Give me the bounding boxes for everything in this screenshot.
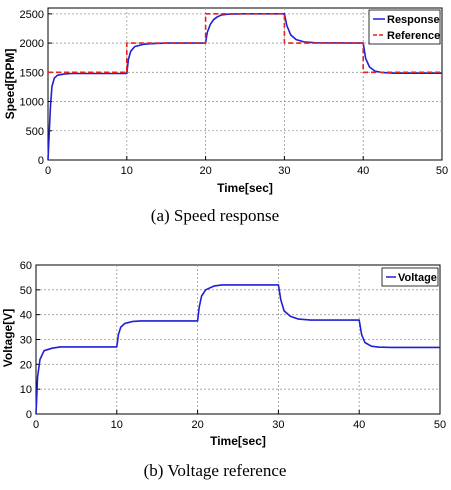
legend-reference-label: Reference — [387, 30, 440, 42]
speed-series-reference — [48, 13, 442, 74]
voltage-y-tick-label: 40 — [20, 310, 32, 322]
voltage-y-tick-label: 10 — [20, 384, 32, 396]
speed-response-panel: 0 10 20 30 40 50 0 500 1000 1500 2000 2500 Time[se… — [3, 7, 448, 225]
speed-y-tick-label: 500 — [26, 126, 44, 138]
legend-voltage-label: Voltage — [398, 272, 437, 284]
voltage-x-tick-label: 50 — [434, 419, 446, 431]
voltage-x-tick-label: 20 — [191, 419, 203, 431]
voltage-x-axis-label: Time[sec] — [210, 434, 266, 448]
speed-y-tick-label: 0 — [38, 155, 44, 167]
speed-x-tick-label: 10 — [121, 165, 133, 177]
voltage-x-ticks: 0 10 20 30 40 50 — [33, 419, 446, 431]
speed-legend: Response Reference — [368, 9, 441, 45]
voltage-y-tick-label: 20 — [20, 359, 32, 371]
speed-x-tick-label: 50 — [436, 165, 448, 177]
speed-series-response — [47, 13, 442, 161]
speed-x-tick-label: 40 — [357, 165, 369, 177]
voltage-legend-box — [381, 267, 439, 287]
voltage-series-voltage — [35, 284, 440, 415]
speed-x-axis-label: Time[sec] — [217, 181, 273, 195]
speed-x-tick-label: 0 — [45, 165, 51, 177]
voltage-caption: (b) Voltage reference — [144, 461, 287, 480]
voltage-reference-panel: 0 10 20 30 40 50 0 10 20 30 40 50 60 Time[sec] Volt… — [1, 260, 446, 480]
voltage-x-tick-label: 10 — [111, 419, 123, 431]
voltage-y-tick-label: 50 — [20, 285, 32, 297]
legend-response-label: Response — [387, 14, 440, 26]
voltage-series — [35, 284, 440, 415]
speed-legend-box — [368, 9, 441, 45]
voltage-x-tick-label: 40 — [353, 419, 365, 431]
voltage-x-tick-label: 0 — [33, 419, 39, 431]
speed-x-tick-label: 30 — [278, 165, 290, 177]
voltage-y-tick-label: 0 — [26, 409, 32, 421]
speed-x-ticks: 0 10 20 30 40 50 — [45, 165, 448, 177]
voltage-y-ticks: 0 10 20 30 40 50 60 — [20, 260, 32, 421]
voltage-x-tick-label: 30 — [272, 419, 284, 431]
speed-y-ticks: 0 500 1000 1500 2000 2500 — [20, 9, 44, 167]
voltage-legend: Voltage — [381, 267, 439, 287]
speed-series — [47, 13, 442, 161]
speed-y-tick-label: 2500 — [20, 9, 44, 21]
voltage-y-tick-label: 60 — [20, 260, 32, 272]
speed-y-tick-label: 2000 — [20, 38, 44, 50]
voltage-grid — [35, 264, 441, 415]
speed-y-tick-label: 1500 — [20, 67, 44, 79]
speed-caption: (a) Speed response — [151, 206, 279, 225]
speed-y-tick-label: 1000 — [20, 97, 44, 109]
speed-x-tick-label: 20 — [199, 165, 211, 177]
speed-y-axis-label: Speed[RPM] — [3, 49, 17, 120]
voltage-y-tick-label: 30 — [20, 335, 32, 347]
voltage-y-axis-label: Voltage[V] — [1, 309, 15, 367]
